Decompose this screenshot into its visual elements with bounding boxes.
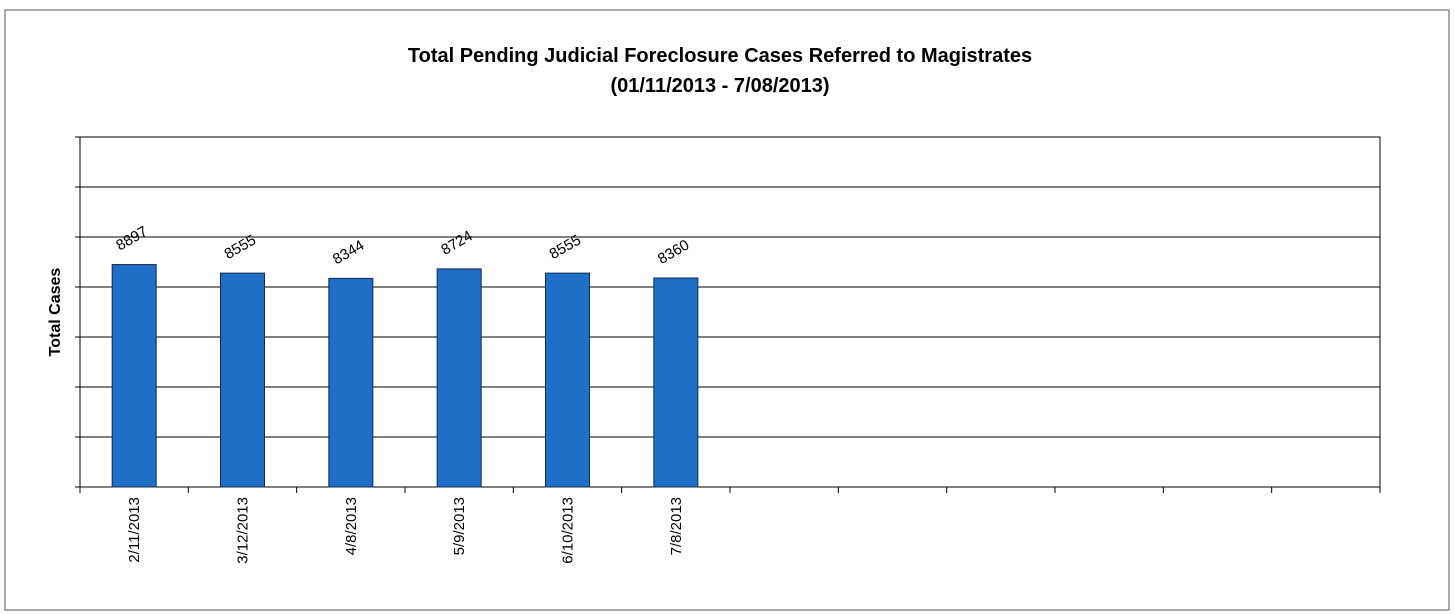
data-label: 8360 [655,236,692,267]
data-label: 8724 [438,227,475,258]
bar [220,272,265,488]
x-tick-label: 3/12/2013 [235,497,252,564]
data-label: 8555 [547,232,584,263]
chart-subtitle: (01/11/2013 - 7/08/2013) [610,75,829,97]
plot-area [79,136,1381,488]
bar [436,268,482,488]
data-label: 8344 [330,237,367,268]
chart-title: Total Pending Judicial Foreclosure Cases… [408,45,1032,67]
x-tick-label: 5/9/2013 [451,497,468,555]
x-tick-label: 2/11/2013 [126,497,143,563]
bar [545,272,590,488]
y-axis-label: Total Cases [47,268,64,357]
x-tick-label: 6/10/2013 [560,497,577,564]
bar [653,277,699,488]
frame [4,9,1450,611]
data-label: 8897 [113,223,150,254]
bar [111,264,157,488]
x-tick-label: 4/8/2013 [343,497,360,555]
x-tick-label: 7/8/2013 [668,497,685,555]
data-label: 8555 [222,232,259,263]
bar [328,277,374,488]
